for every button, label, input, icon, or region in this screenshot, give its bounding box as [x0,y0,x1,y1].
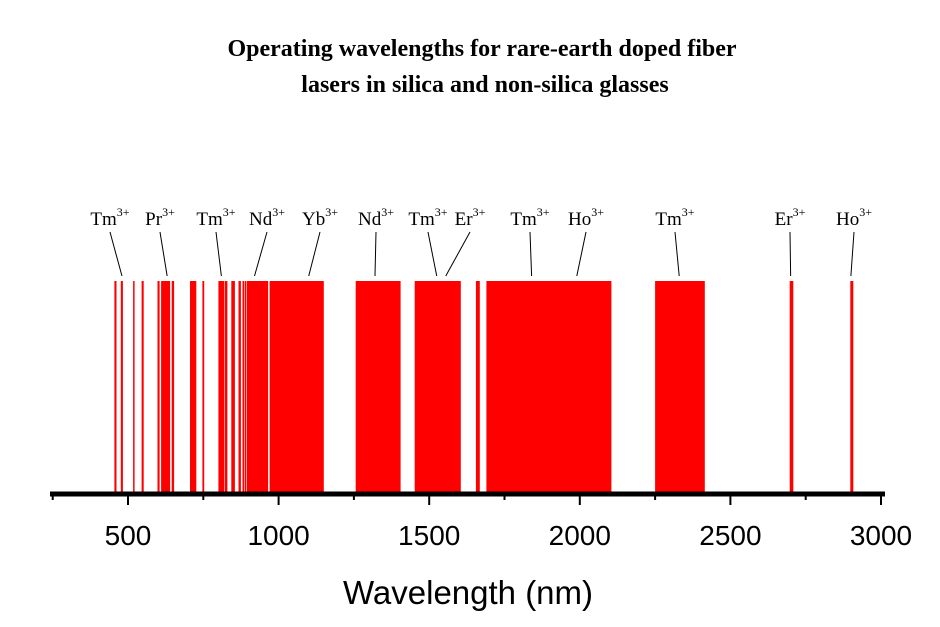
ion-symbol: Er [455,209,474,230]
ion-symbol: Tm [196,209,223,230]
ion-charge: 3+ [793,205,806,219]
ion-charge: 3+ [223,205,236,219]
ion-symbol: Tm [510,209,537,230]
ion-charge: 3+ [859,205,872,219]
ion-symbol: Er [775,209,794,230]
wavelength-band-16 [247,281,269,492]
ion-leader-line [576,231,587,277]
ion-label: Er3+ [775,205,806,230]
ion-leader-line [308,231,321,277]
ion-charge: 3+ [162,205,175,219]
wavelength-band-10 [218,281,225,492]
wavelength-band-20 [475,281,480,492]
wavelength-band-17 [269,281,324,492]
wavelength-band-23 [789,281,794,492]
ion-charge: 3+ [381,205,394,219]
ion-label: Tm3+ [196,205,235,230]
x-tick-label: 2000 [549,520,611,551]
x-tick-label: 2500 [699,520,761,551]
wavelength-band-13 [238,281,241,492]
x-tick-label: 1000 [247,520,309,551]
ion-leader-line [109,231,123,277]
ion-label: Yb3+ [302,205,338,230]
ion-charge: 3+ [537,205,550,219]
chart-title: Operating wavelengths for rare-earth dop… [227,36,736,98]
ion-symbol: Tm [655,209,682,230]
wavelength-band-1 [114,281,117,492]
wavelength-band-14 [242,281,244,492]
ion-symbol: Ho [568,209,591,230]
ion-charge: 3+ [682,205,695,219]
chart-title-line-1: Operating wavelengths for rare-earth dop… [227,36,736,62]
wavelength-band-5 [157,281,160,492]
ion-label: Ho3+ [836,205,872,230]
x-tick-label: 1500 [398,520,460,551]
ion-charge: 3+ [272,205,285,219]
ion-leader-lines [109,231,855,277]
ion-symbol: Tm [90,209,117,230]
x-axis-title: Wavelength (nm) [343,574,593,611]
ion-leader-line [674,231,680,277]
wavelength-band-7 [171,281,175,492]
ion-label: Tm3+ [90,205,129,230]
wavelength-band-15 [244,281,247,492]
wavelength-band-9 [202,281,205,492]
wavelength-band-4 [141,281,144,492]
x-axis-ticks: 500 1000 1500 2000 2500 3000 [51,494,912,551]
wavelength-band-2 [120,281,123,492]
ion-symbol: Tm [408,209,435,230]
wavelength-band-12 [231,281,235,492]
ion-leader-line [427,231,438,277]
wavelength-band-19 [414,281,461,492]
ion-label: Tm3+ [408,205,447,230]
wavelength-band-11 [225,281,228,492]
ion-leader-line [254,231,268,277]
ion-leader-line [529,231,533,277]
ion-leader-line [374,231,377,277]
ion-symbol: Yb [302,209,325,230]
x-tick-label: 3000 [850,520,912,551]
ion-label: Er3+ [455,205,486,230]
ion-symbol: Pr [145,209,163,230]
wavelength-band-8 [190,281,197,492]
wavelength-band-21 [486,281,612,492]
chart-title-line-2: lasers in silica and non-silica glasses [301,72,668,98]
ion-leader-line [445,231,471,277]
ion-charge: 3+ [117,205,130,219]
ion-symbol: Nd [249,209,273,230]
wavelength-band-6 [161,281,171,492]
ion-labels: Tm3+ Pr3+ Tm3+ Nd3+ Yb3+ Nd3+ Tm3+ Er3+ Tm3+ Ho3+… [90,205,872,230]
ion-leader-line [159,231,168,277]
ion-leader-line [789,231,792,277]
ion-symbol: Ho [836,209,859,230]
ion-label: Tm3+ [510,205,549,230]
wavelength-bands [114,281,854,492]
wavelength-band-18 [355,281,401,492]
ion-label: Nd3+ [249,205,285,230]
ion-label: Nd3+ [358,205,394,230]
ion-label: Ho3+ [568,205,604,230]
ion-charge: 3+ [591,205,604,219]
ion-charge: 3+ [435,205,448,219]
ion-leader-line [215,231,222,277]
ion-charge: 3+ [473,205,486,219]
wavelength-band-22 [655,281,705,492]
wavelength-band-3 [133,281,135,492]
ion-label: Pr3+ [145,205,175,230]
x-tick-label: 500 [105,520,152,551]
ion-symbol: Nd [358,209,382,230]
wavelength-band-24 [850,281,854,492]
ion-label: Tm3+ [655,205,694,230]
ion-leader-line [850,231,855,277]
ion-charge: 3+ [325,205,338,219]
